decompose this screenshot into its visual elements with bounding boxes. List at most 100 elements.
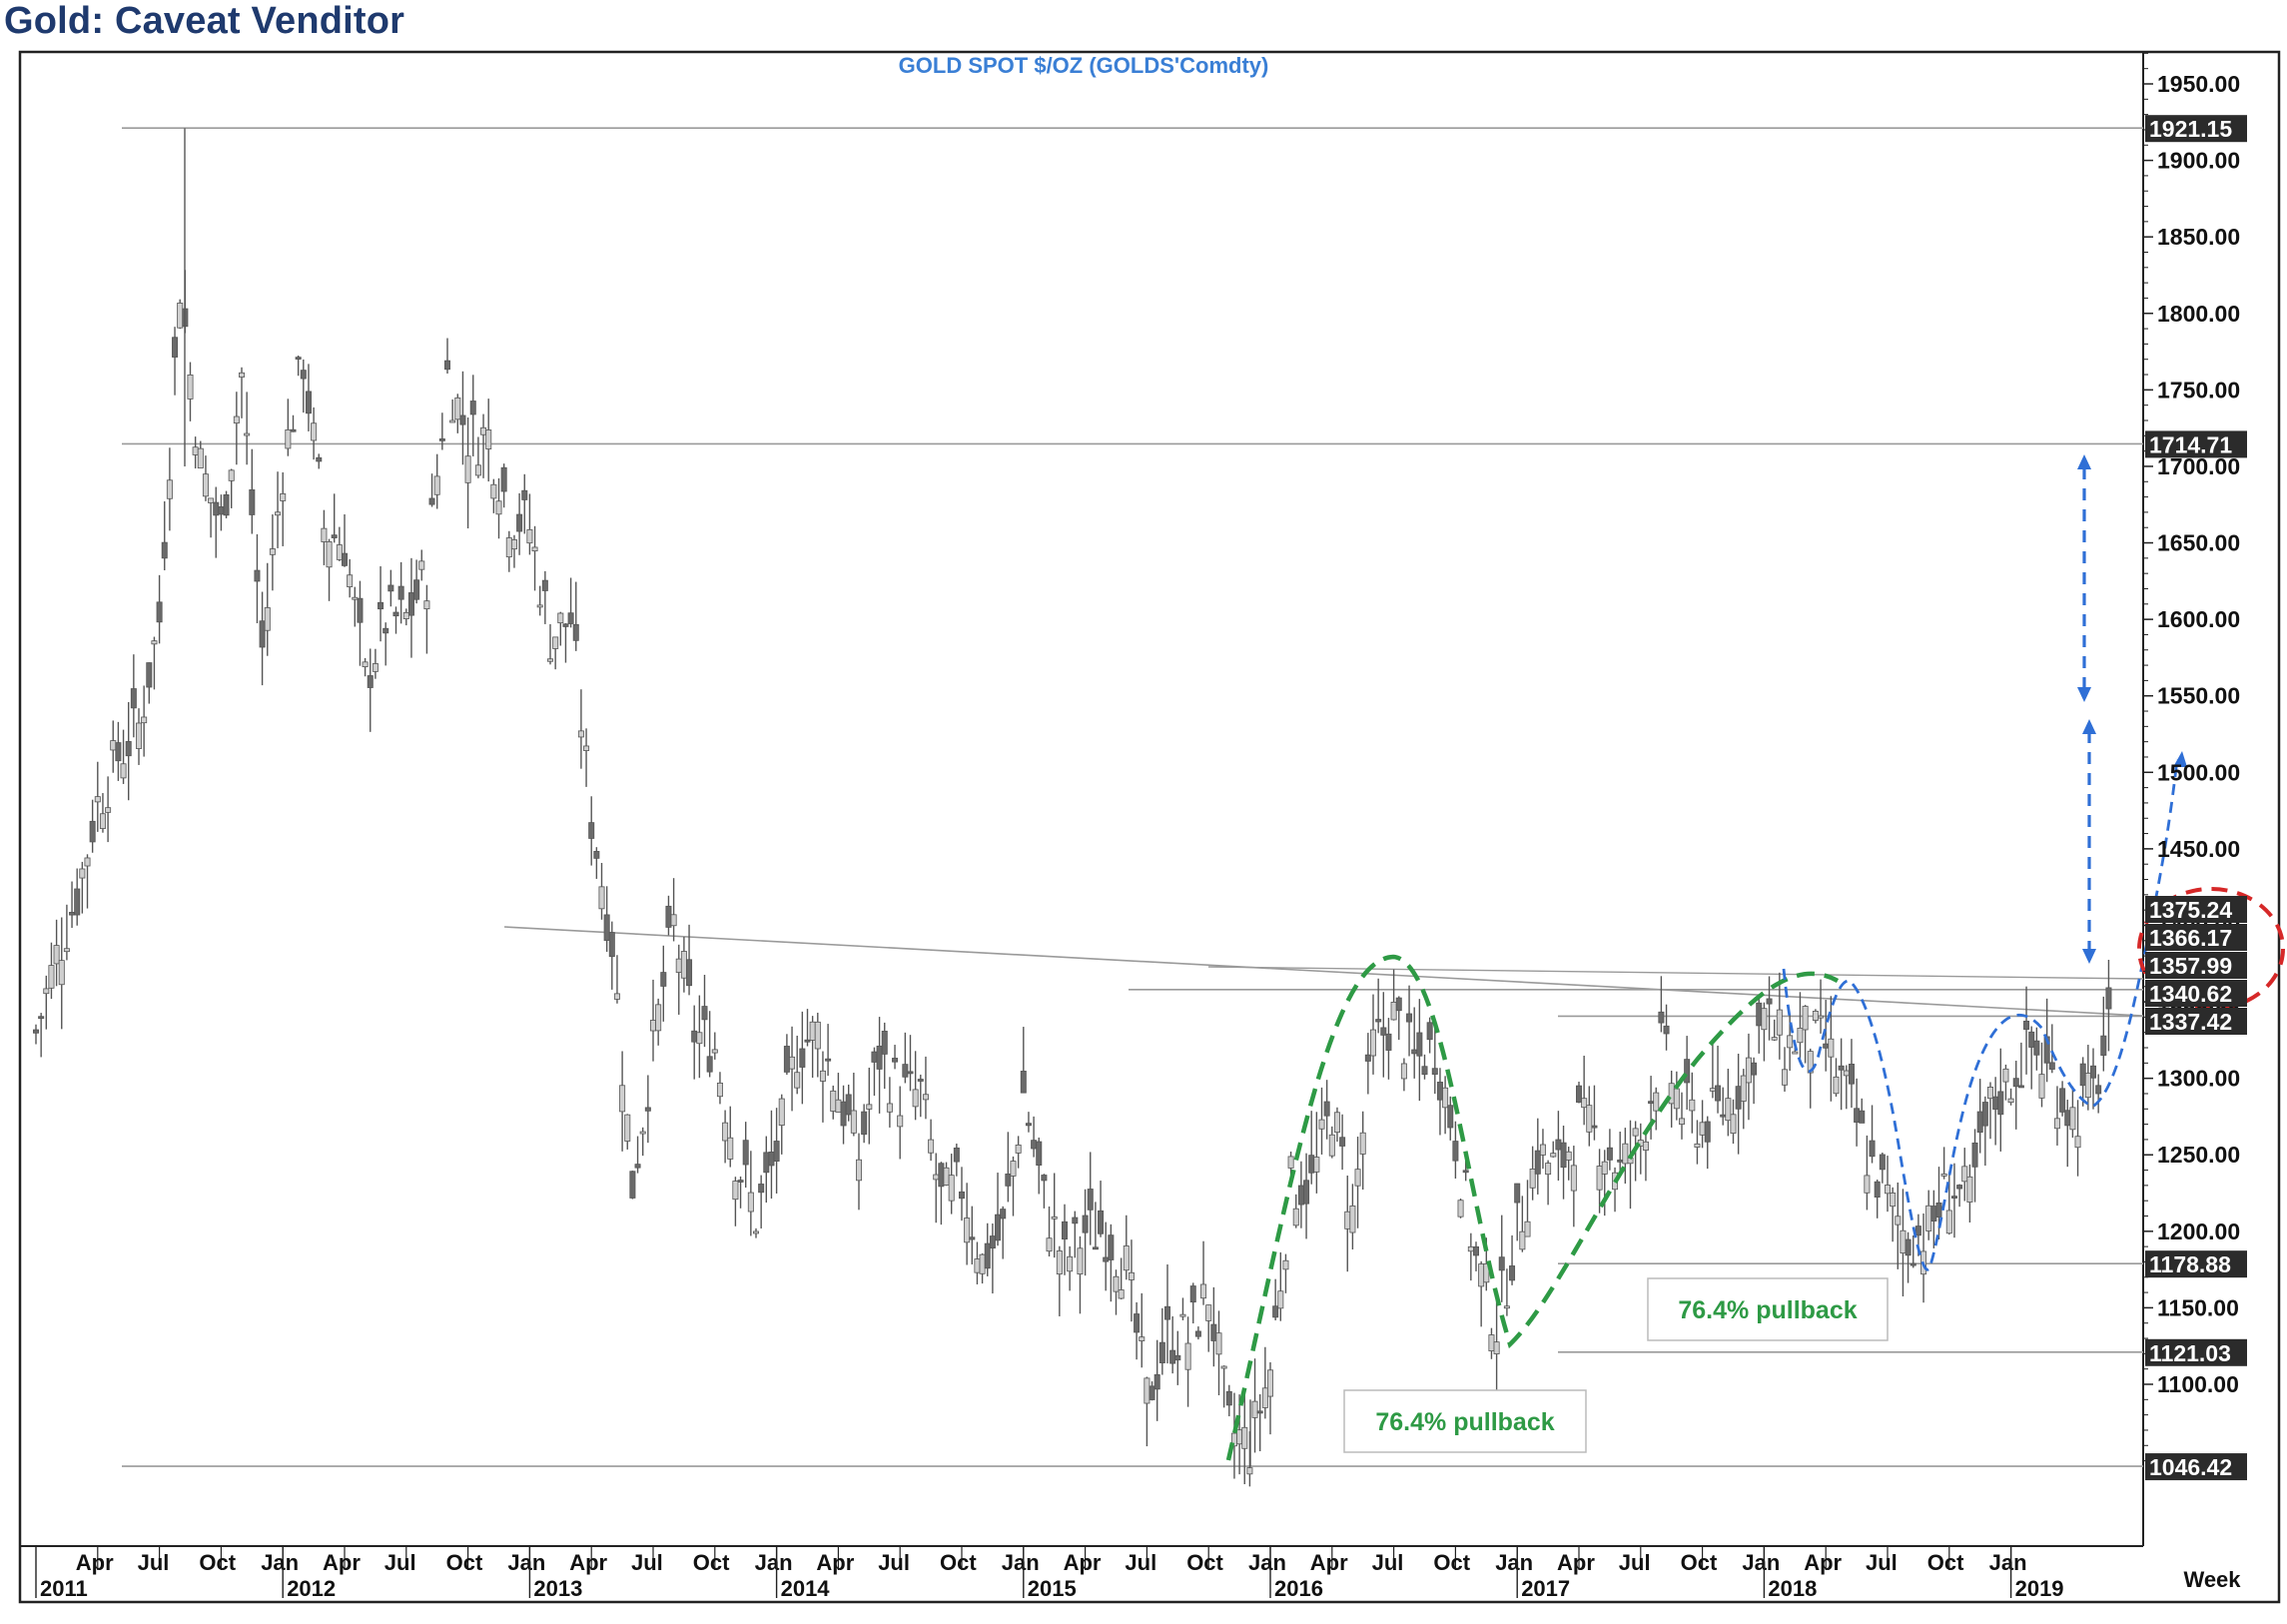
price-bar-body [577,730,584,738]
price-bar-body [783,1046,790,1073]
price-bar-body [753,1230,760,1234]
price-bar-body [1200,1283,1207,1299]
price-bar-body [989,1235,996,1249]
price-bar-body [1673,1088,1680,1110]
price-bar-body [691,1030,698,1043]
level-label: 1366.17 [2149,925,2232,951]
price-bar-body [372,663,379,672]
price-bar-body [125,741,132,757]
price-bar-body [1782,1069,1789,1086]
price-bar-body [1344,1211,1351,1229]
price-bar-body [1874,1181,1881,1198]
price-bar-body [1689,1099,1696,1112]
price-bar-body [1067,1255,1074,1272]
price-bar-body [825,1058,832,1062]
price-bar-body [1046,1237,1053,1252]
x-month-label: Apr [323,1550,361,1575]
price-bar-body [2069,1107,2076,1131]
price-bar-body [593,850,600,859]
price-bar-body [331,534,338,538]
price-bar-body [1581,1098,1588,1109]
price-bar-body [505,537,512,558]
price-bar-body [1565,1151,1572,1161]
price-bar-body [1323,1101,1330,1117]
price-bar-body [1509,1265,1516,1281]
price-bar-body [1467,1245,1474,1252]
y-tick-label: 1850.00 [2157,224,2240,250]
price-bar-body [1421,1066,1428,1076]
price-bar-body [1457,1200,1464,1218]
level-label-box [2145,1250,2247,1278]
price-bar-body [1503,1305,1510,1309]
price-bar-body [902,1064,909,1078]
price-bar-body [280,493,287,501]
price-bar-body [1205,1304,1212,1321]
price-bar-body [1997,1091,2004,1116]
price-bar-body [789,1056,796,1070]
price-bar-body [130,688,137,709]
x-month-label: Apr [1310,1550,1348,1575]
price-bar-body [79,868,86,879]
price-bar-body [1036,1141,1043,1166]
price-bar-body [510,539,517,550]
price-bar-body [1940,1174,1947,1177]
price-bar-body [974,1258,981,1273]
price-bar-body [1725,1098,1732,1122]
x-month-label: Jul [1866,1550,1898,1575]
price-bar-body [830,1090,837,1112]
price-bar-body [161,541,168,559]
price-bar-body [1514,1183,1521,1204]
price-bar-body [1179,1313,1186,1317]
price-bar-body [1823,1043,1830,1049]
price-bar-body [1539,1144,1546,1156]
price-bar-body [1493,1341,1500,1354]
price-bar-body [259,620,266,648]
price-bar-body [995,1214,1002,1241]
price-bar-body [238,372,245,378]
x-month-label: Apr [569,1550,607,1575]
price-bar-body [1684,1059,1691,1084]
price-bar-body [1869,1140,1876,1158]
price-bar-body [984,1242,991,1269]
price-bar-body [213,501,220,516]
price-bar-body [1802,1006,1809,1031]
price-bar-body [1534,1150,1541,1175]
level-label-box [2145,896,2247,923]
price-bar-body [1885,1185,1892,1195]
price-bar-body [1950,1196,1957,1199]
price-bar-body [660,972,667,987]
price-bar-body [722,1122,729,1142]
price-bar-body [1617,1159,1624,1163]
level-label: 1921.15 [2149,116,2232,142]
price-bar-body [1113,1275,1120,1292]
price-bar-body [2053,1118,2060,1130]
level-label: 1046.42 [2149,1454,2232,1480]
price-bar-body [804,1039,811,1043]
price-bar-body [423,600,430,610]
time-axis: Apr Jul Oct Jan Apr Jul Oct Jan Apr Jul Oct Jan Apr J… [35,1546,2064,1601]
price-bar-body [763,1152,770,1174]
price-bar-body [336,544,343,560]
price-bar-body [1164,1305,1171,1320]
price-bar-body [249,489,256,515]
price-bar-body [300,370,307,380]
price-bar-body [1092,1246,1099,1250]
y-tick-label: 1800.00 [2157,301,2240,327]
price-bar-body [311,422,318,441]
price-bar-body [856,1159,863,1182]
price-bar-body [1914,1225,1921,1236]
price-bar-body [840,1101,847,1127]
price-bar-body [1303,1180,1310,1205]
price-bar-body [1400,1063,1407,1080]
price-bar-body [1236,1429,1243,1445]
price-bar-body [871,1051,878,1063]
price-bar-body [362,661,369,667]
price-bar-body [969,1236,976,1240]
price-bar-body [835,1099,842,1113]
price-bar-body [1555,1139,1562,1151]
price-bar-body [814,1021,821,1050]
x-month-label: Jan [1248,1550,1286,1575]
price-bar-body [223,493,230,516]
price-bar-body [1945,1210,1952,1234]
